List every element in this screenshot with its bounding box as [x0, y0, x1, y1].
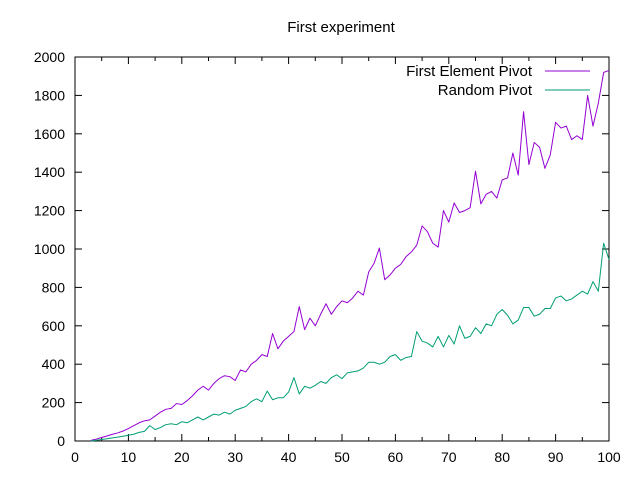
x-tick-label: 100 [597, 449, 621, 465]
y-tick-label: 1800 [34, 87, 65, 103]
y-tick-label: 2000 [34, 49, 65, 65]
x-tick-label: 90 [548, 449, 564, 465]
x-tick-label: 20 [174, 449, 190, 465]
chart-title: First experiment [287, 19, 395, 36]
x-tick-label: 80 [494, 449, 510, 465]
y-tick-label: 200 [42, 395, 66, 411]
series-layer [90, 69, 610, 442]
x-tick-label: 0 [71, 449, 79, 465]
y-tick-label: 600 [42, 318, 66, 334]
y-tick-label: 1600 [34, 126, 65, 142]
x-tick-label: 50 [334, 449, 350, 465]
legend-label: First Element Pivot [406, 63, 533, 80]
y-tick-label: 400 [42, 356, 66, 372]
x-tick-label: 40 [281, 449, 297, 465]
x-tick-label: 70 [441, 449, 457, 465]
y-tick-label: 800 [42, 279, 66, 295]
plot-border [74, 56, 610, 442]
y-tick-label: 1200 [34, 203, 65, 219]
series-line-first-element-pivot [90, 69, 610, 441]
legend: First Element Pivot Random Pivot [406, 63, 590, 99]
x-tick-label: 60 [388, 449, 404, 465]
x-tick-label: 30 [227, 449, 243, 465]
x-tick-label: 10 [121, 449, 137, 465]
axes: 0 10 20 30 40 50 60 70 80 90 100020040060080010001… [34, 49, 621, 465]
y-tick-label: 1400 [34, 164, 65, 180]
legend-label: Random Pivot [438, 82, 533, 99]
series-line-random-pivot [90, 242, 610, 442]
y-tick-label: 1000 [34, 241, 65, 257]
y-tick-label: 0 [57, 433, 65, 449]
